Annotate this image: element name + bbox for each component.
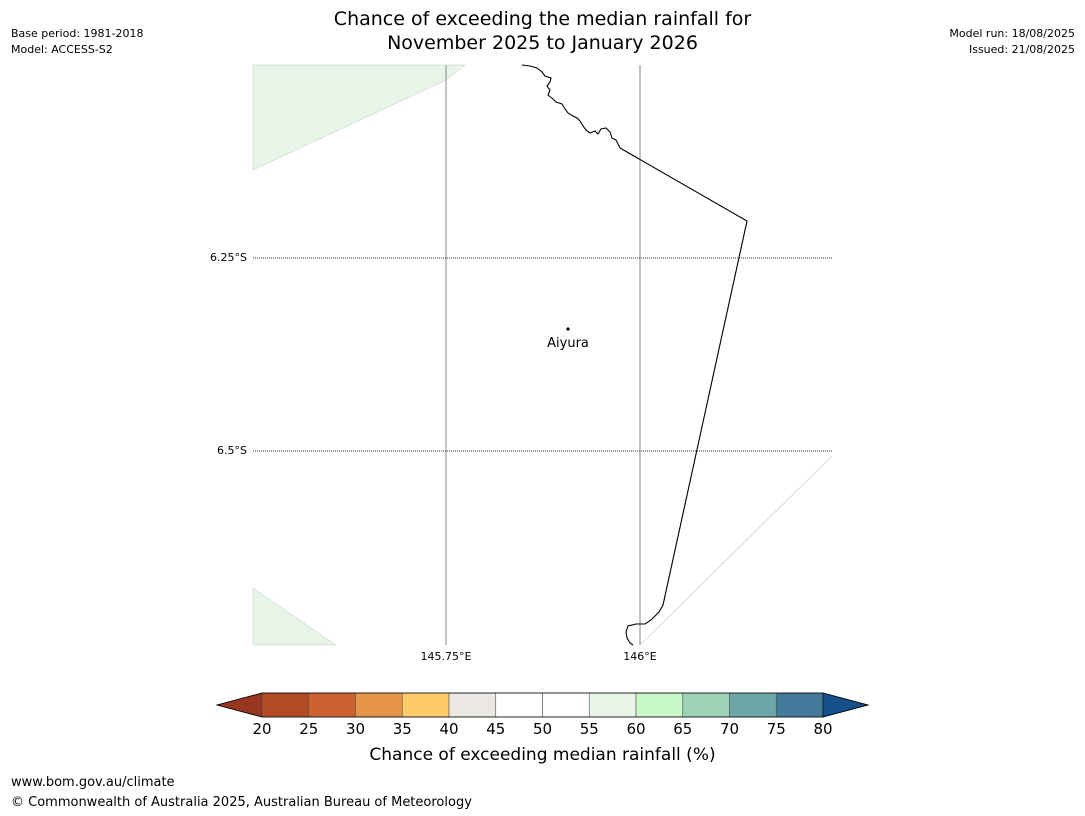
model-run-text: Model run: 18/08/2025 [949, 27, 1075, 40]
colorbar-tick-label: 35 [392, 720, 412, 738]
footer-copyright: © Commonwealth of Australia 2025, Austra… [11, 795, 472, 810]
lat-label-6-5: 6.5°S [217, 444, 247, 457]
colorbar-segment [542, 692, 590, 718]
colorbar-outline [215, 692, 870, 718]
colorbar-tick-label: 30 [345, 720, 366, 738]
colorbar-tick-label: 70 [719, 720, 740, 738]
meta-left: Base period: 1981-2018 Model: ACCESS-S2 [11, 26, 143, 58]
colorbar-segment [588, 692, 637, 718]
colorbar-segment [635, 692, 684, 718]
colorbar-segment [355, 692, 403, 718]
contour-line [639, 455, 833, 646]
colorbar-tick-label: 40 [439, 720, 459, 738]
colorbar-tick-label: 55 [579, 720, 599, 738]
colorbar-segment [448, 692, 497, 718]
colorbar-over-arrow [822, 692, 870, 718]
colorbar-label: Chance of exceeding median rainfall (%) [369, 745, 716, 765]
lon-label-145-75: 145.75°E [420, 650, 472, 663]
colorbar-segment [682, 692, 730, 718]
aiyura-marker [566, 327, 570, 331]
colorbar-segment [775, 692, 824, 718]
colorbar-tick-label: 80 [813, 720, 833, 738]
colorbar-tick-label: 65 [673, 720, 693, 738]
shaded-region-bottom-left [252, 587, 337, 646]
map-title-line-2: November 2025 to January 2026 [387, 32, 698, 54]
colorbar-tick-label: 60 [626, 720, 646, 738]
lat-label-6-25: 6.25°S [210, 251, 247, 264]
colorbar-tick-label: 25 [299, 720, 319, 738]
colorbar-segment [261, 692, 310, 718]
model-text: Model: ACCESS-S2 [11, 43, 113, 56]
footer-url: www.bom.gov.au/climate [11, 775, 175, 790]
map-title-line-1: Chance of exceeding the median rainfall … [333, 8, 752, 30]
colorbar-tick-label: 75 [766, 720, 786, 738]
issued-text: Issued: 21/08/2025 [968, 43, 1075, 56]
meta-right: Model run: 18/08/2025 Issued: 21/08/2025 [949, 26, 1075, 58]
lon-label-146: 146°E [623, 650, 657, 663]
colorbar-tick-label: 50 [532, 720, 553, 738]
colorbar-under-arrow [215, 692, 263, 718]
colorbar-segment [495, 692, 543, 718]
colorbar-segment [401, 692, 450, 718]
province-border [521, 64, 748, 646]
colorbar-segment [729, 692, 777, 718]
colorbar-segment [308, 692, 356, 718]
place-label-aiyura: Aiyura [547, 336, 589, 351]
colorbar-tick-label: 45 [486, 720, 506, 738]
colorbar-tick-label: 20 [252, 720, 272, 738]
base-period-text: Base period: 1981-2018 [11, 27, 144, 40]
